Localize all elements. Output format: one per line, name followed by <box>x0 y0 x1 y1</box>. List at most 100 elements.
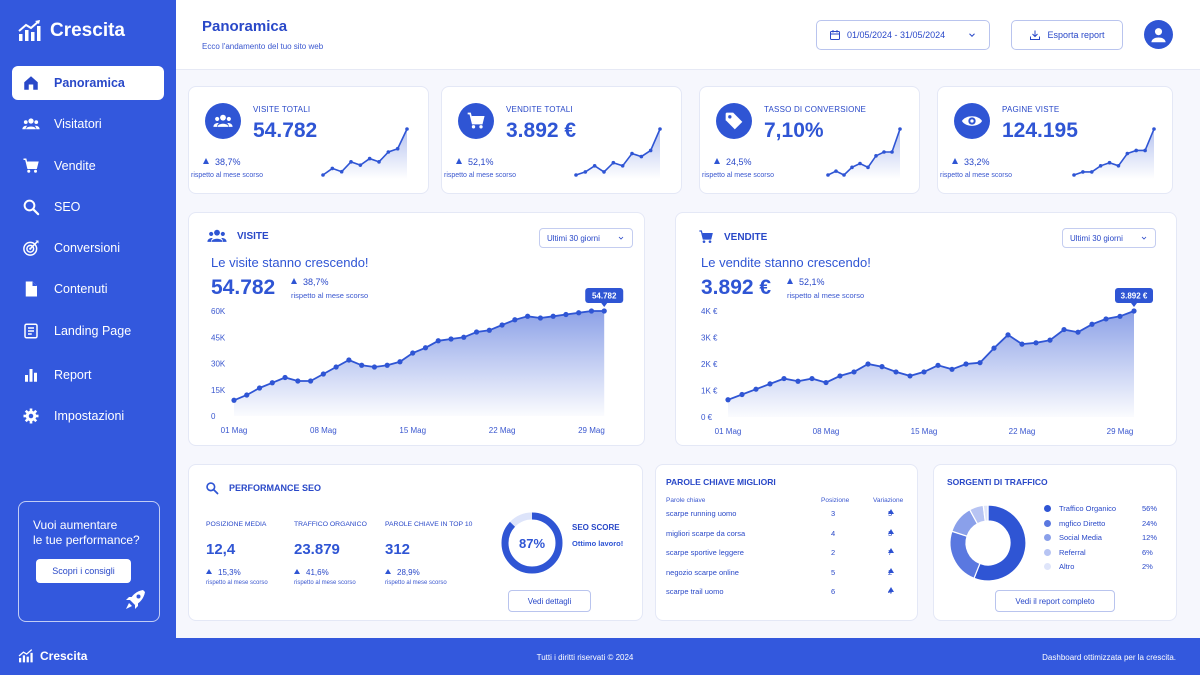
data-point[interactable] <box>244 392 250 398</box>
data-point[interactable] <box>422 345 429 351</box>
table-row[interactable]: scarpe running uomo 3 5 <box>666 509 894 518</box>
donut-slice[interactable] <box>982 504 989 522</box>
data-point[interactable] <box>907 373 913 379</box>
data-point[interactable] <box>767 381 773 387</box>
sparkline-point <box>648 148 653 153</box>
sidebar-item-vendite[interactable]: Vendite <box>12 149 164 183</box>
user-avatar[interactable] <box>1144 20 1173 49</box>
donut-slice[interactable] <box>973 504 1027 582</box>
data-point[interactable] <box>1117 313 1123 319</box>
data-point[interactable] <box>935 362 941 368</box>
data-point[interactable] <box>601 308 607 314</box>
legend-item: Altro 2% <box>1044 562 1153 571</box>
data-point[interactable] <box>384 362 390 368</box>
data-point[interactable] <box>461 334 467 340</box>
data-point[interactable] <box>295 378 301 384</box>
data-point[interactable] <box>977 360 983 366</box>
data-point[interactable] <box>269 380 275 386</box>
data-point[interactable] <box>781 375 787 382</box>
data-point[interactable] <box>991 345 997 351</box>
data-point[interactable] <box>1131 308 1137 314</box>
data-point[interactable] <box>448 336 454 342</box>
data-point[interactable] <box>725 397 731 403</box>
visits-range-select[interactable]: Ultimi 30 giorni <box>539 228 633 248</box>
data-point[interactable] <box>563 311 569 318</box>
table-row[interactable]: scarpe sportive leggere 2 7 <box>666 548 894 557</box>
footer-brand[interactable]: Crescita <box>18 649 87 663</box>
data-point[interactable] <box>308 378 314 384</box>
sidebar-item-contenuti[interactable]: Contenuti <box>12 272 164 306</box>
data-point[interactable] <box>1033 340 1039 346</box>
data-point[interactable] <box>410 350 416 356</box>
data-point[interactable] <box>739 391 745 398</box>
sidebar-item-seo[interactable]: SEO <box>12 190 164 224</box>
data-point[interactable] <box>231 397 237 403</box>
data-point[interactable] <box>865 361 871 367</box>
date-range-picker[interactable]: 01/05/2024 - 31/05/2024 <box>816 20 990 50</box>
data-point[interactable] <box>486 327 492 333</box>
arrow-up-icon <box>888 548 894 553</box>
data-point[interactable] <box>346 357 352 363</box>
data-point[interactable] <box>525 313 531 319</box>
sidebar-item-report[interactable]: Report <box>12 358 164 392</box>
sales-range-select[interactable]: Ultimi 30 giorni <box>1062 228 1156 248</box>
promo-button[interactable]: Scopri i consigli <box>36 559 131 583</box>
tooltip-text: 54.782 <box>592 292 617 301</box>
data-point[interactable] <box>435 338 441 344</box>
data-point[interactable] <box>512 317 518 323</box>
data-point[interactable] <box>753 386 759 392</box>
keyword-text: scarpe sportive leggere <box>666 548 744 557</box>
arrow-up-icon <box>888 587 894 592</box>
table-row[interactable]: migliori scarpe da corsa 4 3 <box>666 528 894 538</box>
data-point[interactable] <box>809 375 815 382</box>
full-report-button[interactable]: Vedi il report completo <box>995 590 1115 612</box>
seo-details-button[interactable]: Vedi dettagli <box>508 590 591 612</box>
data-point[interactable] <box>921 369 927 375</box>
data-point[interactable] <box>851 369 857 375</box>
data-point[interactable] <box>795 378 801 384</box>
donut-slice[interactable] <box>949 530 981 580</box>
sidebar-item-panoramica[interactable]: Panoramica <box>12 66 164 100</box>
y-tick-label: 3K € <box>701 334 718 343</box>
data-point[interactable] <box>823 379 829 386</box>
data-point[interactable] <box>499 322 505 328</box>
data-point[interactable] <box>256 385 263 391</box>
data-point[interactable] <box>359 362 365 368</box>
data-point[interactable] <box>1047 337 1053 343</box>
data-point[interactable] <box>1019 341 1025 347</box>
data-point[interactable] <box>576 310 582 316</box>
sidebar-item-visitatori[interactable]: Visitatori <box>12 107 164 141</box>
legend-label: Referral <box>1059 547 1086 557</box>
data-point[interactable] <box>1005 332 1011 338</box>
data-point[interactable] <box>320 371 326 377</box>
data-point[interactable] <box>1089 321 1095 327</box>
data-point[interactable] <box>371 364 378 370</box>
data-point[interactable] <box>537 315 543 321</box>
data-point[interactable] <box>282 374 288 381</box>
data-point[interactable] <box>837 373 843 379</box>
traffic-sources-card: SORGENTI DI TRAFFICO Traffico Organico 56… <box>933 464 1177 621</box>
sidebar-item-impostazioni[interactable]: Impostazioni <box>12 399 164 433</box>
data-point[interactable] <box>333 364 339 370</box>
export-report-button[interactable]: Esporta report <box>1011 20 1123 50</box>
sidebar-item-landing-page[interactable]: Landing Page <box>12 314 164 348</box>
legend-item: Social Media 12% <box>1044 533 1157 542</box>
data-point[interactable] <box>1103 316 1109 322</box>
table-row[interactable]: scarpe trail uomo 6 4 <box>666 587 894 596</box>
data-point[interactable] <box>949 366 955 372</box>
sidebar-item-conversioni[interactable]: Conversioni <box>12 231 164 265</box>
data-point[interactable] <box>588 308 595 314</box>
data-point[interactable] <box>1075 329 1081 335</box>
data-point[interactable] <box>473 329 480 335</box>
data-point[interactable] <box>1061 326 1067 333</box>
table-row[interactable]: negozio scarpe online 5 2 <box>666 567 894 577</box>
data-point[interactable] <box>963 361 969 367</box>
legend-swatch <box>1044 563 1051 570</box>
data-point[interactable] <box>879 364 885 370</box>
arrow-up-icon <box>203 158 209 164</box>
search-icon <box>23 199 40 216</box>
brand-logo[interactable]: Crescita <box>18 20 125 42</box>
data-point[interactable] <box>397 359 403 365</box>
data-point[interactable] <box>550 313 556 319</box>
data-point[interactable] <box>893 369 899 375</box>
